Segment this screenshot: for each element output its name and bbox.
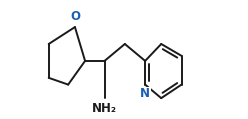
Text: O: O: [70, 10, 80, 23]
Text: N: N: [140, 87, 150, 100]
Text: NH₂: NH₂: [92, 102, 117, 115]
